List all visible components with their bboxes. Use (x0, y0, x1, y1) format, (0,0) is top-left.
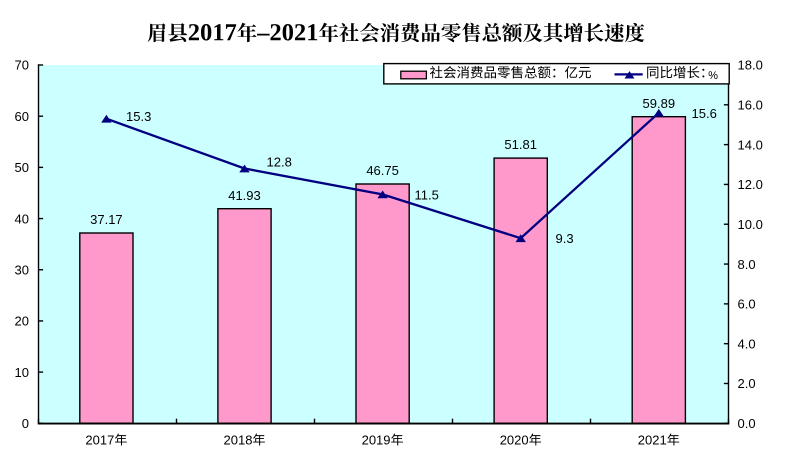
svg-text:16.0: 16.0 (738, 98, 763, 113)
svg-text:2019: 2019 (362, 433, 391, 448)
svg-text:0.0: 0.0 (738, 416, 756, 431)
svg-text:15.6: 15.6 (692, 106, 717, 121)
svg-text:2018: 2018 (224, 433, 253, 448)
svg-text:14.0: 14.0 (738, 137, 763, 152)
svg-text:12.0: 12.0 (738, 177, 763, 192)
svg-text:30: 30 (15, 262, 29, 277)
svg-text:46.75: 46.75 (366, 163, 399, 178)
svg-text:2017: 2017 (85, 433, 114, 448)
svg-text:70: 70 (15, 58, 29, 73)
svg-text:8.0: 8.0 (738, 257, 756, 272)
svg-text:37.17: 37.17 (90, 212, 123, 227)
svg-text:2021: 2021 (638, 433, 667, 448)
svg-text:18.0: 18.0 (738, 58, 763, 73)
svg-text:51.81: 51.81 (504, 137, 537, 152)
svg-text:40: 40 (15, 211, 29, 226)
svg-text:60: 60 (15, 109, 29, 124)
svg-text:2.0: 2.0 (738, 376, 756, 391)
svg-text:10: 10 (15, 365, 29, 380)
svg-text:59.89: 59.89 (643, 96, 676, 111)
svg-text:9.3: 9.3 (556, 231, 574, 246)
svg-text:0: 0 (22, 416, 29, 431)
svg-text:11.5: 11.5 (415, 188, 439, 203)
svg-text:2020: 2020 (500, 433, 529, 448)
svg-text:12.8: 12.8 (267, 155, 292, 170)
svg-text:4.0: 4.0 (738, 336, 756, 351)
svg-text:41.93: 41.93 (228, 188, 261, 203)
svg-text:10.0: 10.0 (738, 217, 763, 232)
svg-text:50: 50 (15, 160, 29, 175)
svg-text:6.0: 6.0 (738, 297, 756, 312)
svg-text:20: 20 (15, 314, 29, 329)
svg-text:15.3: 15.3 (126, 109, 151, 124)
